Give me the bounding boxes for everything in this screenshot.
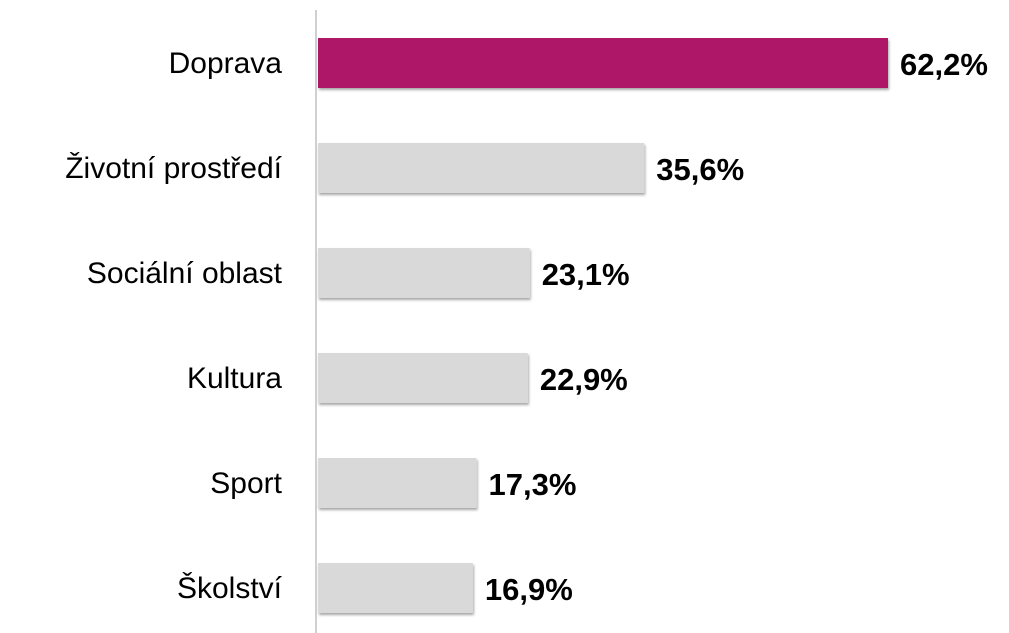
category-label: Sociální oblast — [87, 257, 283, 290]
bar — [318, 563, 473, 613]
bar — [318, 143, 645, 193]
value-label: 35,6% — [656, 152, 744, 187]
value-label: 17,3% — [489, 467, 577, 502]
value-label: 22,9% — [540, 362, 628, 397]
category-label: Životní prostředí — [65, 152, 282, 185]
bar — [318, 38, 888, 88]
bar — [318, 458, 477, 508]
bar — [318, 248, 530, 298]
value-label: 62,2% — [900, 47, 988, 82]
value-label: 23,1% — [542, 257, 630, 292]
bar — [318, 353, 528, 403]
value-label: 16,9% — [485, 572, 573, 607]
category-label: Sport — [210, 467, 282, 500]
category-label: Doprava — [169, 47, 283, 80]
category-label: Kultura — [187, 362, 282, 395]
category-label: Školství — [177, 571, 283, 605]
